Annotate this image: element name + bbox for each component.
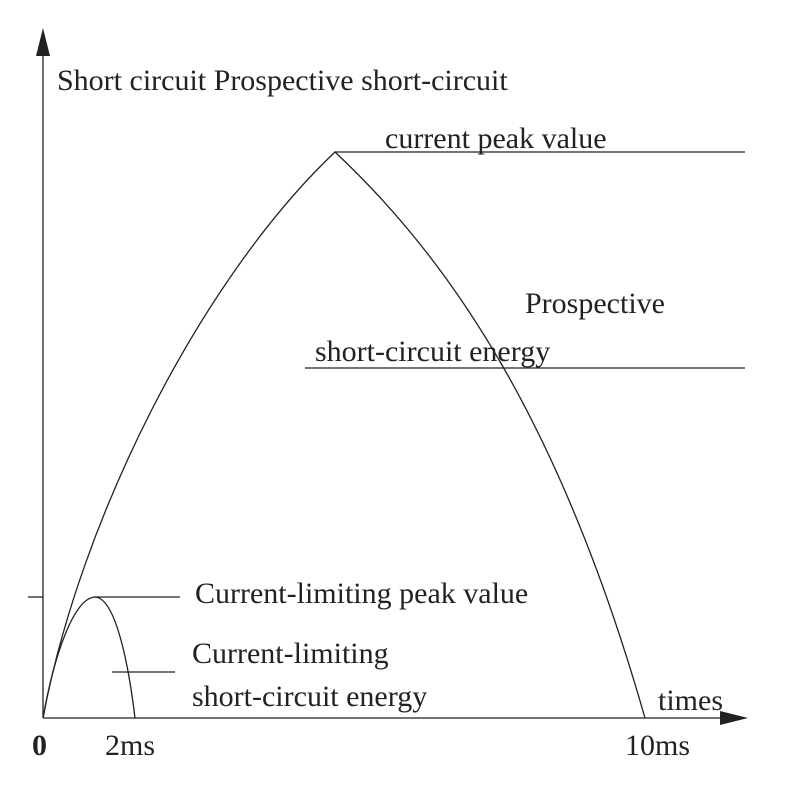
annotation: Prospective xyxy=(525,287,665,320)
x-mark-label: 10ms xyxy=(625,729,690,762)
annotation: Current-limiting xyxy=(192,637,389,670)
limiting-curve xyxy=(42,596,136,719)
annotation: Current-limiting peak value xyxy=(195,577,528,610)
x-axis-label: times xyxy=(658,684,723,717)
annotation: short-circuit energy xyxy=(315,335,550,368)
y-axis-arrow xyxy=(36,28,50,56)
annotation: short-circuit energy xyxy=(192,680,427,713)
y-axis-label: Short circuit Prospective short-circuit xyxy=(57,64,508,97)
x-mark-label: 2ms xyxy=(105,729,155,762)
annotation: current peak value xyxy=(385,122,607,155)
origin-label: 0 xyxy=(32,729,47,762)
x-axis-arrow xyxy=(720,711,748,725)
